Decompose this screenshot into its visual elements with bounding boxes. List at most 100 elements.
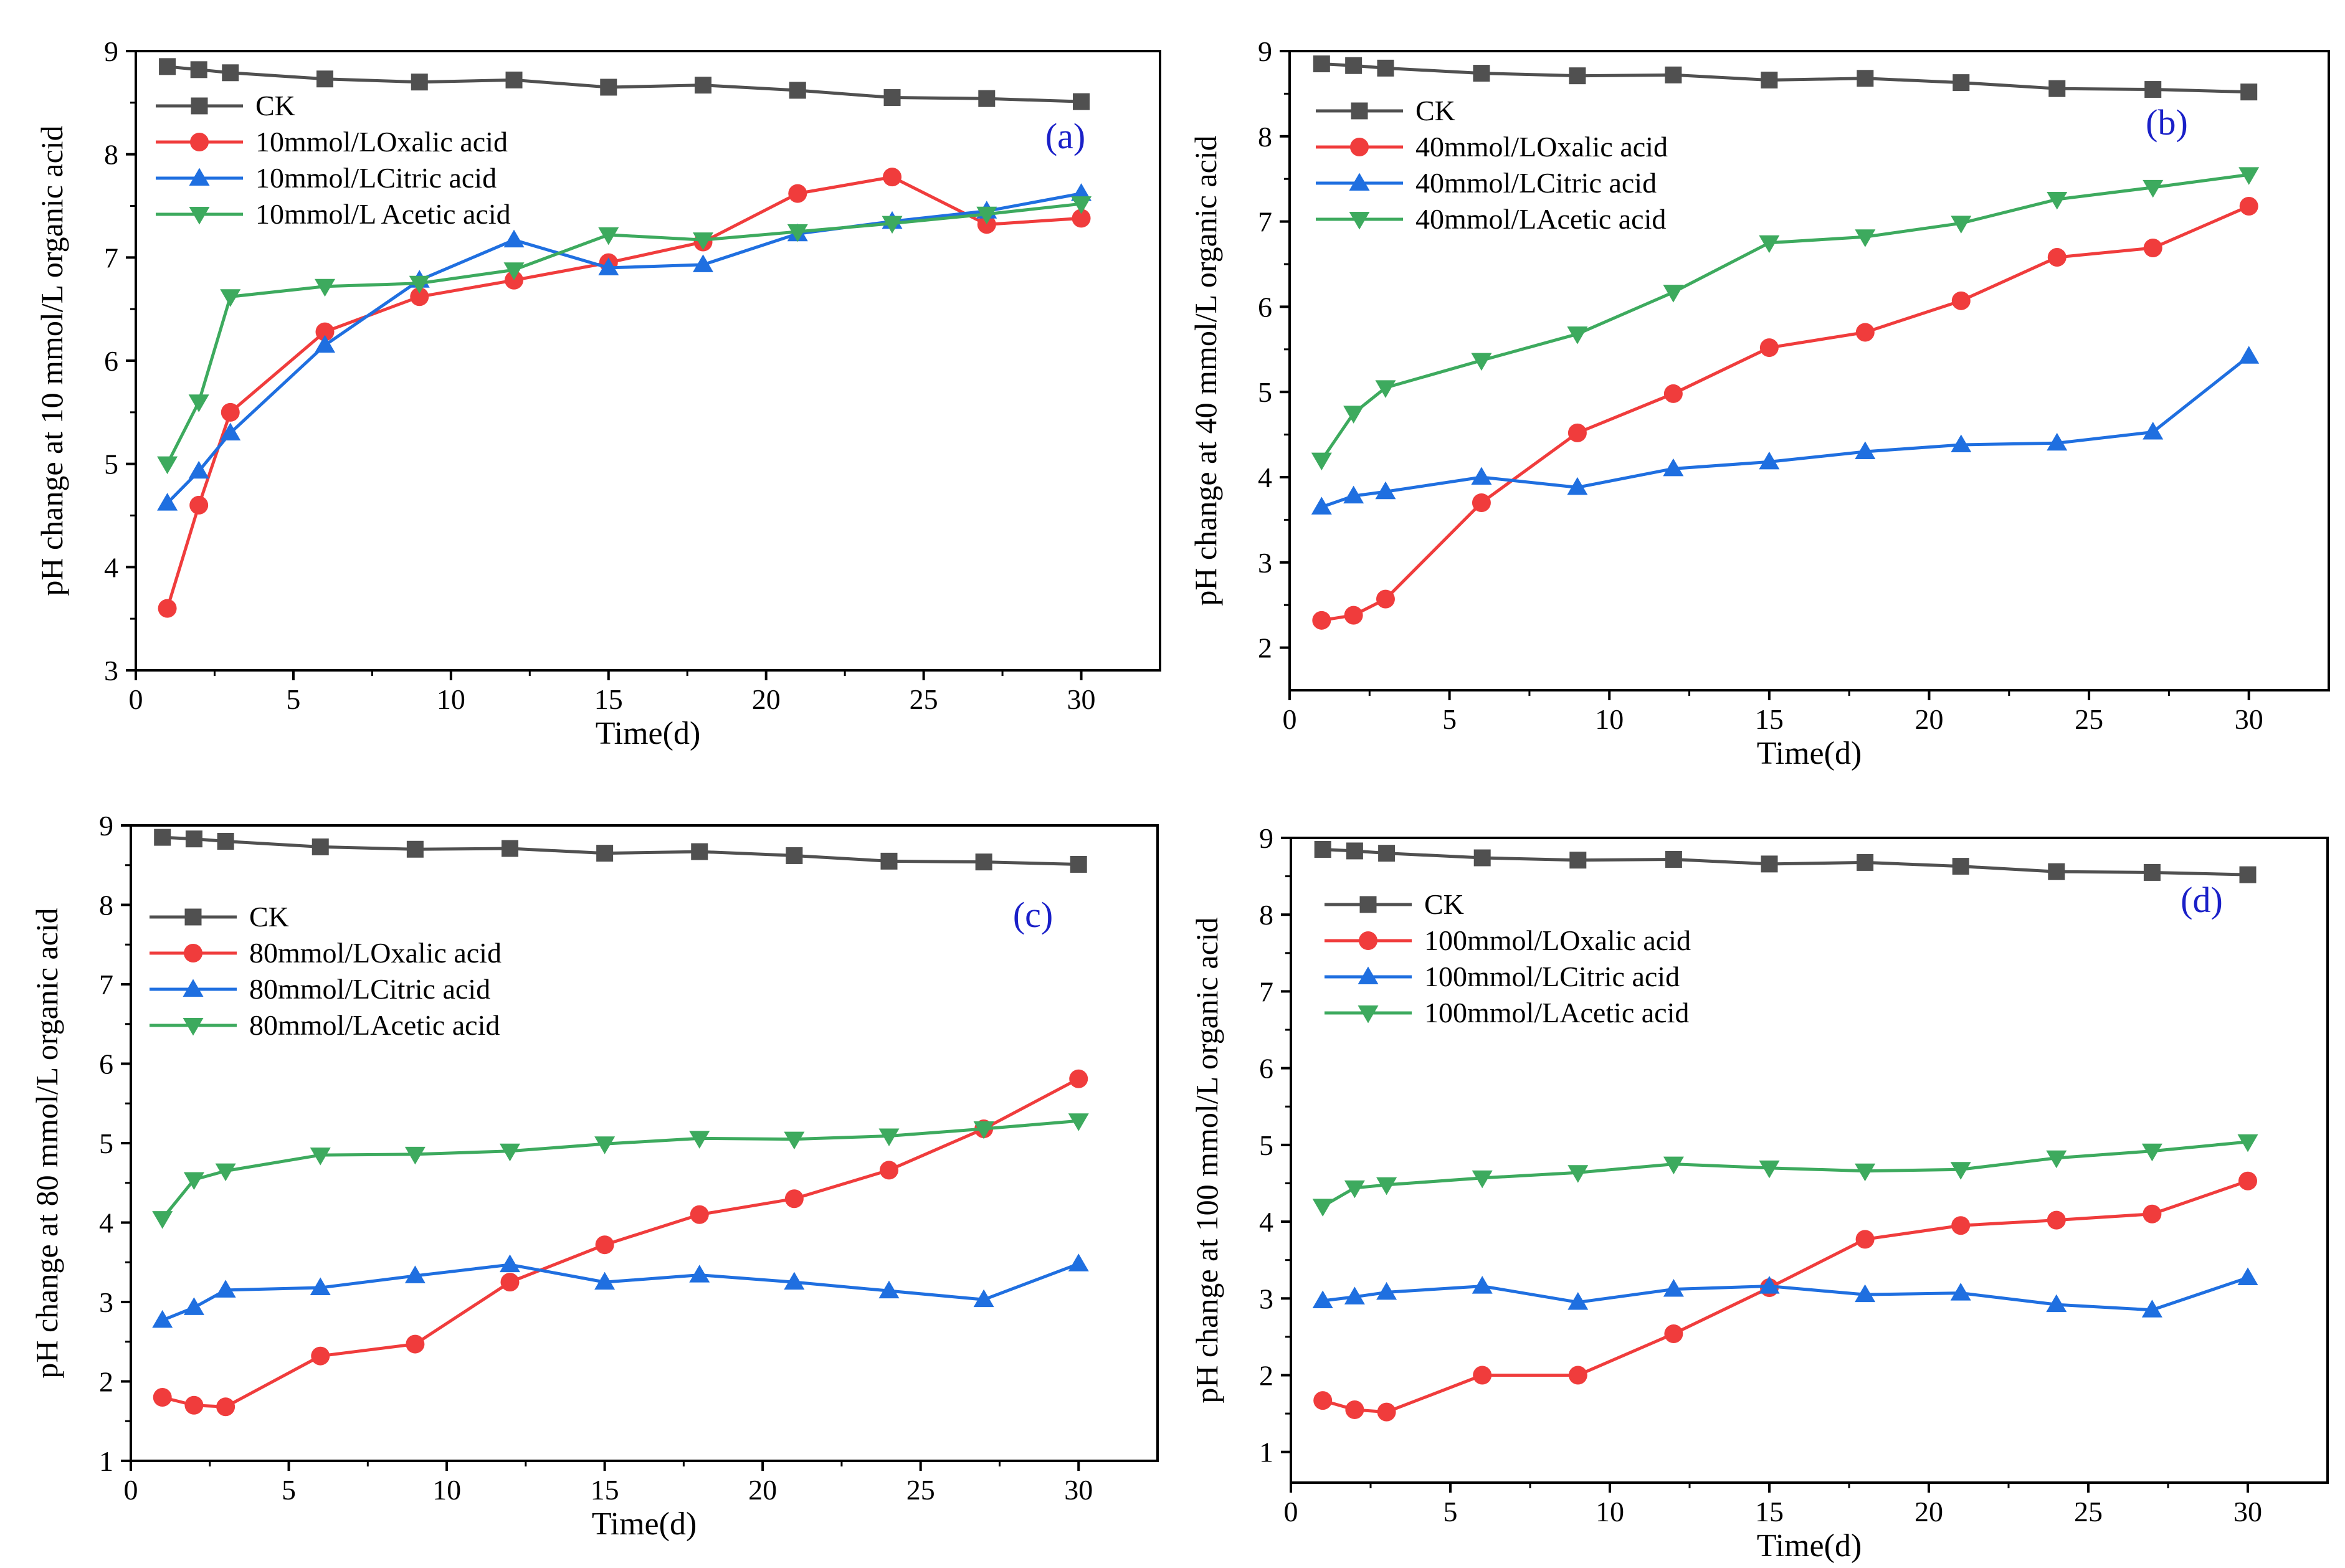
panel-c-x-tick-label: 20 (748, 1474, 777, 1506)
panel-a-series-citric-point (157, 493, 178, 511)
panel-d-series-oxalic-line (1322, 1179, 2248, 1414)
panel-b-series-acetic-point (1759, 235, 1780, 254)
panel-a-series-acetic-point (1071, 196, 1092, 214)
panel-b-series-oxalic-line (1321, 204, 2250, 622)
panel-a-series-citric-point (503, 229, 525, 248)
panel-a-x-tick-label: 10 (437, 683, 465, 715)
panel-a-x-tick-label: 15 (594, 683, 623, 715)
panel-a-series-ck-point (600, 78, 617, 96)
panel-c-series-acetic-point (784, 1131, 805, 1150)
panel-c-series-ck-line (162, 835, 1079, 866)
panel-a-legend-label: 10mmol/LOxalic acid (255, 126, 508, 158)
panel-c-series-citric-line (161, 1262, 1080, 1322)
panel-b-legend-label: 40mmol/LOxalic acid (1415, 131, 1668, 163)
panel-a-legend-label: 10mmol/L Acetic acid (255, 198, 511, 230)
panel-c-y-tick-label: 8 (99, 890, 113, 921)
panel-a-legend-entry-oxalic: 10mmol/LOxalic acid (156, 126, 508, 158)
panel-a-y-axis-title: pH change at 10 mmol/L organic acid (34, 125, 69, 596)
panel-a-series-acetic-point (693, 232, 714, 250)
panel-a-series-ck-point (505, 71, 523, 88)
panel-b-y-tick-label: 5 (1258, 376, 1272, 408)
panel-a-legend-swatch-marker (189, 168, 210, 186)
panel-d-legend-entry-ck: CK (1325, 888, 1464, 920)
panel-c-legend-label: 80mmol/LAcetic acid (249, 1009, 500, 1041)
panel-c-series-citric (152, 1253, 1089, 1328)
panel-a-series-ck-point (316, 70, 334, 88)
panel-c-y-tick-label: 7 (99, 969, 113, 1000)
panel-b-series-citric (1311, 346, 2260, 515)
panel-c-series-acetic-point (310, 1147, 331, 1166)
panel-c-series-ck-point (596, 845, 614, 862)
panel-d-series-ck-point (1378, 845, 1396, 862)
panel-d-series-ck (1314, 840, 2257, 883)
panel-b-series-oxalic-point (1663, 384, 1683, 403)
panel-d-series-acetic-point (1472, 1170, 1493, 1189)
panel-a-series-ck-point (190, 61, 207, 78)
panel-b-series-acetic-point (2238, 167, 2260, 185)
panel-d-legend-label: CK (1424, 888, 1464, 920)
panel-d-series-oxalic-point (1345, 1400, 1364, 1419)
panel-d-y-tick-label: 4 (1259, 1206, 1273, 1238)
panel-b-y-axis-title: pH change at 40 mmol/L organic acid (1188, 135, 1223, 606)
panel-c-series-citric-point (1068, 1253, 1089, 1271)
panel-b-series-ck-point (1761, 72, 1778, 89)
panel-a-series-acetic-point (220, 289, 241, 307)
panel-d-series-oxalic-point (2238, 1171, 2257, 1190)
panel-d-series-oxalic-point (1313, 1391, 1333, 1410)
panel-c-series-citric-point (689, 1265, 710, 1283)
panel-c-y-tick-label: 9 (99, 810, 113, 842)
panel-b-series-oxalic-point (1567, 423, 1587, 442)
panel-c-series-ck-point (406, 840, 424, 858)
panel-d-x-tick-label: 0 (1284, 1496, 1298, 1528)
panel-c-series-citric-point (152, 1309, 173, 1328)
panel-c-legend-label: CK (249, 901, 289, 933)
panel-a-series-oxalic-point (505, 270, 524, 290)
panel-d-series-oxalic-point (2143, 1204, 2162, 1224)
panel-b-series-acetic-point (2143, 179, 2164, 198)
panel-b-plot-frame (1288, 50, 2330, 691)
panel-d-series-ck-point (1952, 858, 1969, 875)
panel-a-series-citric-point (598, 257, 619, 275)
panel-c-series-ck-point (880, 852, 898, 870)
panel-d-series-oxalic-point (1473, 1366, 1492, 1385)
panel-a-series-oxalic-point (315, 322, 335, 341)
panel-d-series-acetic-point (1344, 1180, 1365, 1199)
panel-b-series-citric-point (1759, 451, 1780, 470)
panel-b-x-tick-label: 25 (2075, 703, 2103, 735)
panel-c-y-tick-label: 5 (99, 1128, 113, 1159)
panel-c-series-oxalic-line (162, 1077, 1080, 1409)
panel-c-legend-label: 80mmol/LCitric acid (249, 973, 490, 1005)
panel-c-series-oxalic-point (216, 1397, 235, 1417)
panel-b-label: (b) (2146, 102, 2188, 143)
panel-a-series-oxalic-point (883, 168, 902, 187)
panel-b-y-tick-label: 8 (1258, 121, 1272, 153)
panel-c-series-acetic-point (215, 1163, 236, 1182)
panel-c-series-oxalic-point (595, 1235, 614, 1255)
panel-c-series-ck-point (312, 838, 329, 855)
panel-b-legend-swatch-marker (1349, 173, 1370, 191)
panel-a-series-ck-point (1073, 93, 1090, 110)
panel-c-y-tick-label: 3 (99, 1286, 113, 1318)
panel-d-series-acetic-point (1663, 1156, 1684, 1175)
panel-c-series-oxalic (153, 1069, 1088, 1417)
panel-b-series-acetic-line (1320, 173, 2250, 462)
panel-b-series-ck-point (1345, 57, 1363, 74)
panel-d-series-acetic-point (1950, 1162, 1971, 1180)
panel-b-series-oxalic-point (1312, 611, 1331, 630)
panel-d-x-tick-label: 5 (1444, 1496, 1458, 1528)
panel-a-series-ck-point (789, 82, 806, 99)
panel-c-x-tick-label: 10 (432, 1474, 461, 1506)
panel-d-x-tick-label: 20 (1915, 1496, 1943, 1528)
panel-d-series-acetic-point (1855, 1163, 1876, 1182)
panel-a-chart: 0 5 10 15 20 25 30 3 4 5 6 7 8 9 Time(d) pH change at 1… (34, 36, 1161, 751)
panel-c-series-oxalic-point (1069, 1069, 1088, 1088)
panel-d-series-acetic-point (1567, 1165, 1589, 1183)
panel-d-legend-entry-citric: 100mmol/LCitric acid (1325, 961, 1680, 992)
panel-d-series-acetic-line (1321, 1140, 2248, 1208)
panel-c-series-oxalic-point (311, 1346, 330, 1366)
panel-b-series-acetic-point (1567, 326, 1588, 344)
panel-b-series-acetic (1311, 167, 2260, 471)
panel-b-legend-label: CK (1415, 95, 1455, 126)
panel-c-series-ck-point (1070, 855, 1087, 873)
